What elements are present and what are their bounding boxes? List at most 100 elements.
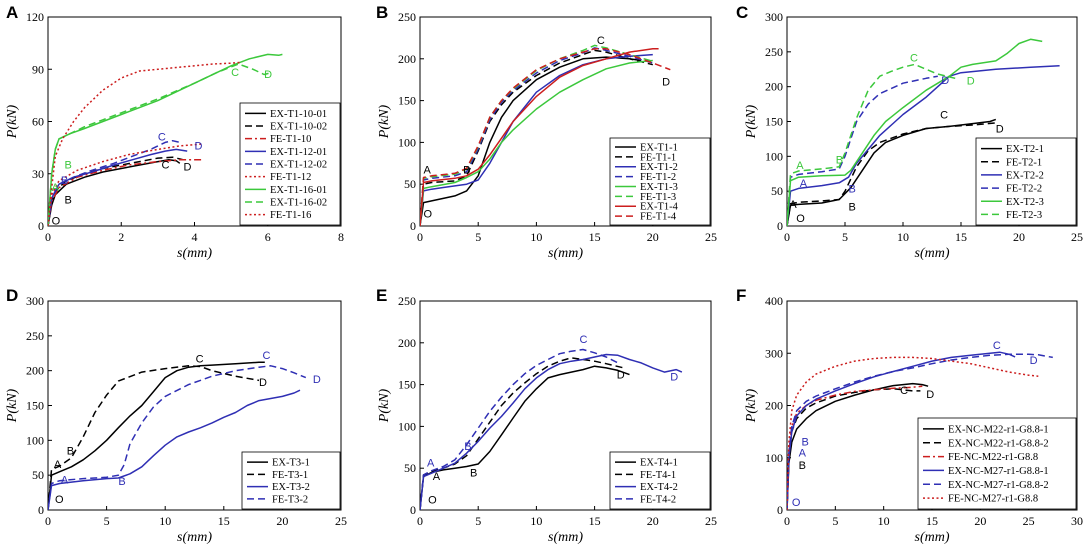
panel-letter: C [736, 3, 748, 22]
y-tick-label: 150 [26, 399, 44, 413]
legend-entry: FE-T1-12 [270, 172, 311, 183]
panel-letter: D [6, 286, 18, 305]
legend-entry: EX-T2-3 [1006, 197, 1044, 208]
y-tick-label: 300 [765, 10, 783, 24]
x-axis-label: s(mm) [548, 246, 583, 261]
legend: EX-T1-1FE-T1-1EX-T1-2FE-T1-2EX-T1-3FE-T1… [609, 137, 711, 226]
y-tick-label: 150 [398, 94, 416, 108]
x-tick-label: 4 [192, 230, 198, 244]
legend-entry: FE-T1-4 [640, 212, 677, 223]
panel-letter: F [736, 286, 746, 305]
point-label: A [427, 458, 435, 470]
legend-entry: FE-T2-1 [1006, 157, 1042, 168]
y-tick-label: 250 [398, 294, 416, 308]
point-label: B [464, 441, 471, 453]
x-tick-label: 20 [276, 514, 288, 528]
series-group [48, 361, 307, 510]
x-tick-label: 0 [417, 230, 423, 244]
point-label: A [54, 459, 62, 471]
point-label: D [926, 389, 934, 401]
series-line-ex-t1-16-02 [48, 63, 272, 226]
plot-frame [419, 16, 712, 227]
point-label: B [799, 460, 806, 472]
y-tick-label: 300 [26, 294, 44, 308]
series-line-ex-nc-m22-r1-g8-8-1 [787, 382, 929, 510]
point-label: B [848, 184, 855, 196]
legend-entry: EX-T1-16-02 [270, 198, 327, 209]
point-label: O [55, 494, 64, 506]
point-label: C [940, 110, 948, 122]
series-line-ex-t1-1 [420, 56, 642, 226]
x-tick-label: 5 [475, 230, 481, 244]
legend-box [917, 417, 1077, 510]
point-label: D [941, 75, 949, 87]
legend: EX-NC-M22-r1-G8.8-1 EX-NC-M22-r1-G8.8-2 FE… [917, 417, 1077, 510]
y-tick-label: 100 [398, 135, 416, 149]
x-tick-label: 2 [118, 230, 124, 244]
series-line-fe-nc-m27-r1-g8-8 [787, 356, 1039, 510]
y-tick-label: 200 [398, 52, 416, 66]
y-tick-label: 50 [404, 461, 416, 475]
point-label: D [662, 77, 670, 89]
point-label: D [195, 140, 203, 152]
y-tick-label: 150 [398, 378, 416, 392]
x-tick-label: 15 [589, 230, 601, 244]
series-group [48, 53, 283, 226]
point-label: D [1030, 355, 1038, 367]
x-tick-label: 6 [265, 230, 271, 244]
series-line-ex-t3-1 [48, 361, 265, 510]
legend-entry: EX-NC-M22-r1-G8.8-2 [948, 438, 1049, 449]
x-tick-label: 8 [338, 230, 344, 244]
panel-letter: E [376, 286, 387, 305]
x-tick-label: 10 [159, 514, 171, 528]
x-tick-label: 10 [878, 514, 890, 528]
point-label: D [184, 161, 192, 173]
point-label: B [836, 154, 843, 166]
series-line-ex-t2-1 [787, 118, 997, 226]
point-label: B [61, 175, 68, 187]
point-label: C [262, 350, 270, 362]
series-line-ex-nc-m27-r1-g8-8-1 [787, 351, 1016, 510]
legend-entry: EX-T3-1 [272, 458, 310, 469]
y-axis-label: P(kN) [377, 104, 392, 139]
x-tick-label: 0 [45, 230, 51, 244]
series-line-ex-t2-3 [787, 38, 1043, 226]
series-line-fe-t1-4 [420, 48, 671, 226]
point-label: D [967, 76, 975, 88]
legend-entry: EX-T1-4 [640, 202, 679, 213]
y-tick-label: 0 [38, 503, 44, 517]
legend: EX-T2-1 FE-T2-1 EX-T2-2 FE-T2-2 EX-T2-3 FE-T2… [975, 137, 1077, 226]
y-tick-label: 200 [398, 336, 416, 350]
x-tick-label: 0 [784, 514, 790, 528]
legend-entry: EX-T4-2 [640, 482, 678, 493]
point-label: B [67, 445, 74, 457]
legend-entry: FE-NC-M27-r1-G8.8 [948, 494, 1038, 505]
series-line-ex-t1-12-02 [48, 139, 180, 226]
point-label: A [423, 164, 431, 176]
point-label: C [162, 160, 170, 172]
legend-entry: EX-NC-M27-r1-G8.8-1 [948, 466, 1049, 477]
legend-entry: FE-T1-16 [270, 210, 311, 221]
point-label: B [848, 202, 855, 214]
legend-entry: FE-T1-3 [640, 192, 676, 203]
x-axis-label: s(mm) [177, 530, 212, 545]
point-label: D [670, 371, 678, 383]
y-tick-label: 0 [777, 219, 783, 233]
legend-entry: EX-T4-1 [640, 458, 678, 469]
series-line-fe-t1-1 [420, 49, 653, 226]
x-tick-label: 15 [926, 514, 938, 528]
y-tick-label: 100 [765, 451, 783, 465]
y-tick-label: 100 [765, 149, 783, 163]
legend: EX-T4-1FE-T4-1EX-T4-2FE-T4-2 [609, 451, 711, 510]
x-axis-label: s(mm) [915, 530, 950, 545]
y-axis-label: P(kN) [744, 104, 759, 139]
legend-entry: EX-T1-12-02 [270, 160, 327, 171]
y-tick-label: 300 [765, 346, 783, 360]
legend-box [609, 137, 711, 226]
point-label: O [423, 209, 432, 221]
point-label: D [264, 69, 272, 81]
x-tick-label: 30 [1071, 514, 1083, 528]
